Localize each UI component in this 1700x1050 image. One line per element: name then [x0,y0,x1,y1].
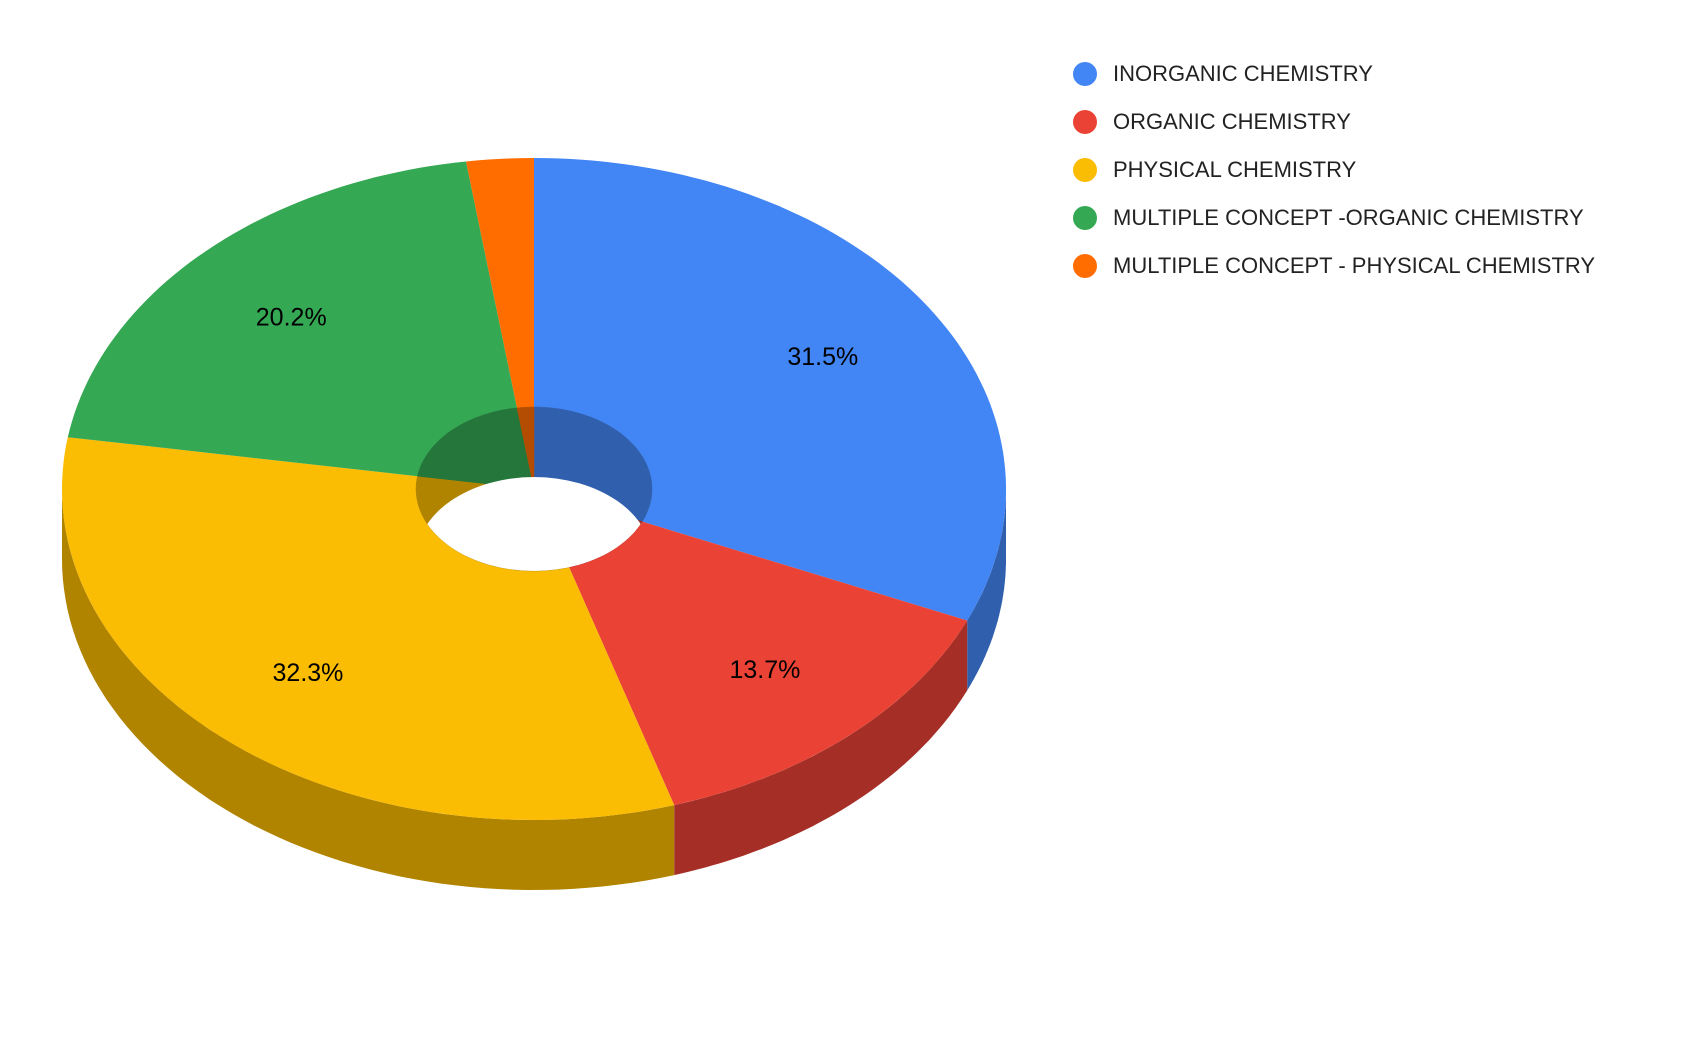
legend-item[interactable]: ORGANIC CHEMISTRY [1073,98,1595,146]
slice-side [967,489,1006,691]
pie-slice[interactable] [569,521,968,806]
legend-item[interactable]: PHYSICAL CHEMISTRY [1073,146,1595,194]
pie-slice[interactable] [466,158,534,408]
donut-hole [416,477,652,571]
legend-label: MULTIPLE CONCEPT - PHYSICAL CHEMISTRY [1113,253,1596,278]
slice-label: 20.2% [256,304,327,332]
legend-swatch [1073,254,1097,278]
slice-side [674,620,968,876]
legend: INORGANIC CHEMISTRY ORGANIC CHEMISTRY PH… [1073,50,1595,290]
pie-slice[interactable] [67,161,518,477]
slice-side [62,489,675,890]
legend-swatch [1073,206,1097,230]
slice-inner-wall [516,406,535,490]
slice-label: 13.7% [729,656,800,684]
legend-label: PHYSICAL CHEMISTRY [1113,157,1357,182]
legend-item[interactable]: INORGANIC CHEMISTRY [1073,50,1595,98]
legend-swatch [1073,158,1097,182]
slice-label: 32.3% [273,659,344,687]
pie-slice[interactable] [534,158,1006,621]
legend-swatch [1073,62,1097,86]
legend-swatch [1073,110,1097,134]
pie-slice[interactable] [62,437,675,820]
legend-label: ORGANIC CHEMISTRY [1113,109,1351,134]
slice-label: 31.5% [787,343,858,371]
legend-label: INORGANIC CHEMISTRY [1113,61,1373,86]
legend-item[interactable]: MULTIPLE CONCEPT -ORGANIC CHEMISTRY [1073,194,1595,242]
legend-label: MULTIPLE CONCEPT -ORGANIC CHEMISTRY [1113,205,1584,230]
slice-inner-wall [417,407,535,490]
legend-item[interactable]: MULTIPLE CONCEPT - PHYSICAL CHEMISTRY [1073,242,1595,290]
